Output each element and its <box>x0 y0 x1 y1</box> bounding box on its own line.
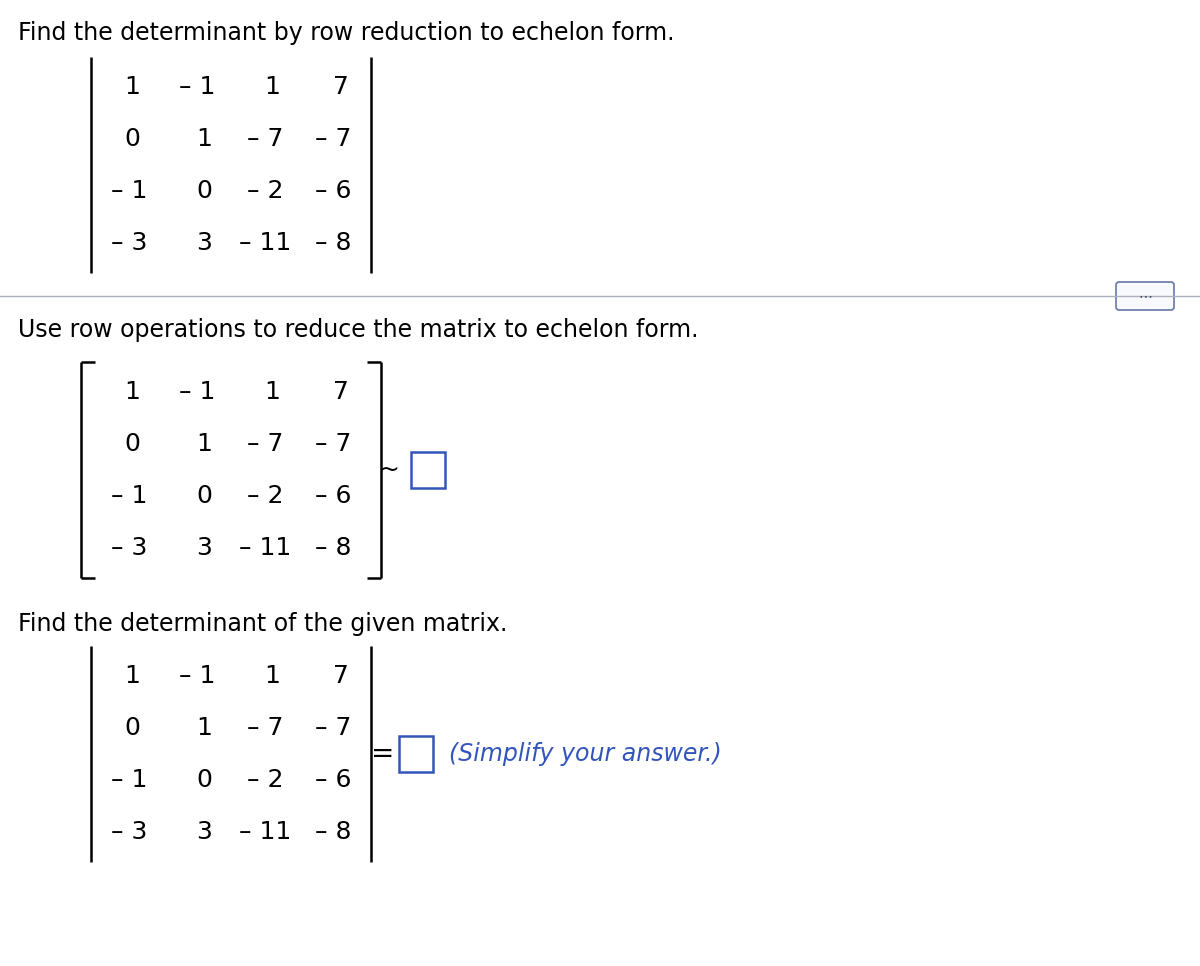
Text: 1: 1 <box>250 380 281 404</box>
Text: 7: 7 <box>317 664 349 688</box>
Text: 0: 0 <box>118 432 140 456</box>
Text: 1: 1 <box>250 664 281 688</box>
Text: 0: 0 <box>118 127 140 151</box>
Text: – 1: – 1 <box>110 768 148 792</box>
Bar <box>398 736 433 772</box>
Text: 0: 0 <box>181 179 212 203</box>
Text: – 3: – 3 <box>110 536 148 560</box>
FancyBboxPatch shape <box>1116 282 1174 310</box>
Text: – 1: – 1 <box>179 75 215 99</box>
Text: – 2: – 2 <box>247 768 283 792</box>
Text: 7: 7 <box>317 75 349 99</box>
Text: 1: 1 <box>181 432 212 456</box>
Text: – 7: – 7 <box>314 716 352 740</box>
Text: 0: 0 <box>181 768 212 792</box>
Text: 0: 0 <box>181 484 212 508</box>
Text: – 7: – 7 <box>247 716 283 740</box>
Text: ~: ~ <box>378 458 400 482</box>
Text: 1: 1 <box>118 75 140 99</box>
Text: 3: 3 <box>181 231 212 255</box>
Text: 0: 0 <box>118 716 140 740</box>
Text: Find the determinant by row reduction to echelon form.: Find the determinant by row reduction to… <box>18 21 674 45</box>
Text: – 2: – 2 <box>247 179 283 203</box>
Text: – 1: – 1 <box>179 380 215 404</box>
Text: – 11: – 11 <box>239 820 292 844</box>
Text: – 7: – 7 <box>247 432 283 456</box>
Text: Use row operations to reduce the matrix to echelon form.: Use row operations to reduce the matrix … <box>18 318 698 342</box>
Text: ⋯: ⋯ <box>1138 289 1152 303</box>
Text: – 7: – 7 <box>314 432 352 456</box>
Text: 1: 1 <box>118 664 140 688</box>
Text: – 1: – 1 <box>110 179 148 203</box>
Text: – 3: – 3 <box>110 231 148 255</box>
Text: – 1: – 1 <box>110 484 148 508</box>
Text: 7: 7 <box>317 380 349 404</box>
Text: 3: 3 <box>181 820 212 844</box>
Text: – 3: – 3 <box>110 820 148 844</box>
Text: 1: 1 <box>181 127 212 151</box>
Text: 3: 3 <box>181 536 212 560</box>
Text: – 11: – 11 <box>239 536 292 560</box>
Text: – 7: – 7 <box>314 127 352 151</box>
Text: – 6: – 6 <box>314 768 352 792</box>
Text: (Simplify your answer.): (Simplify your answer.) <box>449 742 721 766</box>
Text: 1: 1 <box>181 716 212 740</box>
Text: =: = <box>371 740 395 768</box>
Text: – 6: – 6 <box>314 484 352 508</box>
Text: 1: 1 <box>118 380 140 404</box>
Text: – 11: – 11 <box>239 231 292 255</box>
Text: – 8: – 8 <box>314 820 352 844</box>
Text: – 1: – 1 <box>179 664 215 688</box>
Text: – 7: – 7 <box>247 127 283 151</box>
Text: 1: 1 <box>250 75 281 99</box>
Bar <box>410 452 445 488</box>
Text: – 8: – 8 <box>314 231 352 255</box>
Text: Find the determinant of the given matrix.: Find the determinant of the given matrix… <box>18 612 508 636</box>
Text: – 8: – 8 <box>314 536 352 560</box>
Text: – 6: – 6 <box>314 179 352 203</box>
Text: – 2: – 2 <box>247 484 283 508</box>
